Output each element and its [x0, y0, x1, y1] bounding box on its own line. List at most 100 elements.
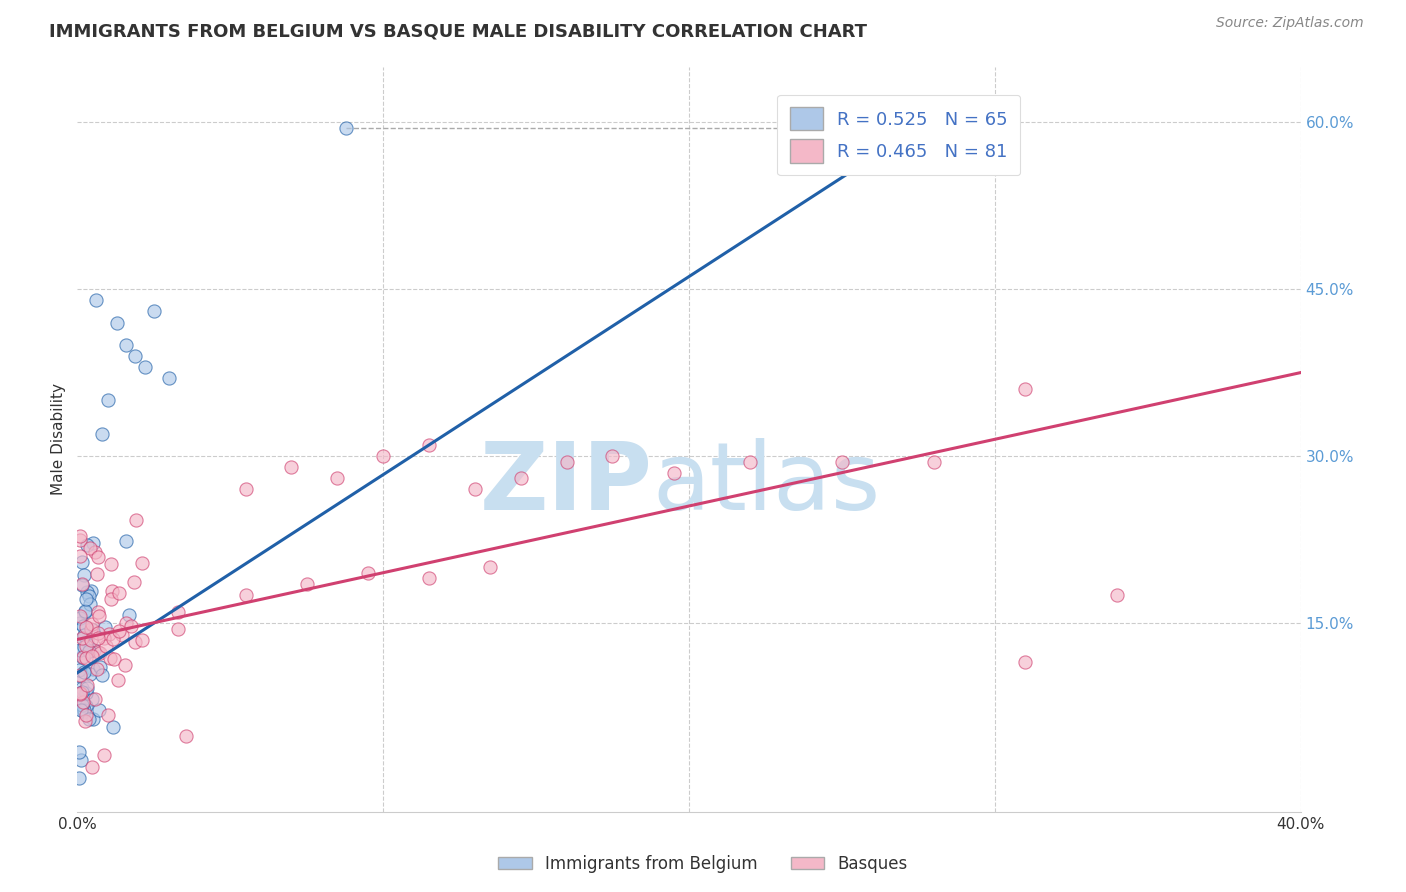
Point [100, 583, 122, 598]
Point [73, 568, 96, 582]
Point [662, 466, 685, 480]
Point [73, 714, 96, 728]
Point [79, 643, 101, 657]
Point [114, 533, 136, 548]
Point [235, 588, 257, 602]
Point [831, 454, 853, 468]
Point [67, 772, 90, 786]
Point [69, 615, 91, 630]
Point [87, 626, 110, 640]
Point [509, 471, 531, 485]
Point [115, 616, 138, 631]
Point [73, 697, 96, 711]
Point [80, 692, 103, 706]
Point [79, 541, 101, 555]
Point [70, 753, 93, 767]
Point [82, 712, 104, 726]
Point [72, 631, 94, 645]
Point [69, 608, 91, 623]
Point [82, 623, 104, 637]
Point [87, 609, 110, 624]
Point [134, 359, 156, 374]
Point [77, 589, 100, 603]
Point [1107, 588, 1129, 602]
Point [83, 642, 105, 657]
Point [124, 634, 146, 648]
Point [122, 574, 145, 589]
Point [70, 631, 93, 645]
Point [89, 647, 111, 661]
Point [326, 471, 349, 485]
Point [91, 668, 114, 682]
Point [79, 597, 101, 611]
Point [72, 650, 94, 665]
Point [76, 678, 98, 692]
Point [371, 449, 394, 463]
Point [96, 707, 118, 722]
Point [87, 631, 110, 645]
Point [73, 628, 96, 642]
Point [69, 686, 91, 700]
Point [86, 662, 108, 676]
Point [100, 558, 122, 572]
Point [100, 650, 122, 665]
Point [86, 605, 108, 619]
Point [107, 624, 129, 638]
Point [80, 617, 103, 632]
Point [76, 681, 98, 695]
Point [70, 703, 93, 717]
Point [479, 560, 502, 574]
Point [75, 604, 97, 618]
Point [75, 686, 97, 700]
Point [90, 426, 112, 441]
Point [602, 449, 624, 463]
Point [84, 691, 107, 706]
Point [70, 555, 93, 569]
Point [69, 533, 91, 547]
Point [69, 668, 91, 682]
Point [96, 639, 118, 653]
Point [82, 760, 104, 774]
Point [82, 536, 104, 550]
Point [75, 699, 97, 714]
Point [118, 607, 141, 622]
Point [80, 649, 103, 664]
Point [72, 706, 94, 720]
Point [131, 556, 153, 570]
Text: atlas: atlas [652, 438, 880, 530]
Point [335, 121, 357, 136]
Text: Source: ZipAtlas.com: Source: ZipAtlas.com [1216, 16, 1364, 30]
Point [73, 649, 96, 664]
Point [103, 652, 125, 666]
Point [72, 684, 94, 698]
Point [555, 454, 578, 468]
Point [1014, 655, 1036, 669]
Point [75, 620, 97, 634]
Point [124, 349, 146, 363]
Text: IMMIGRANTS FROM BELGIUM VS BASQUE MALE DISABILITY CORRELATION CHART: IMMIGRANTS FROM BELGIUM VS BASQUE MALE D… [49, 22, 868, 40]
Point [70, 577, 93, 591]
Point [84, 545, 107, 559]
Point [69, 643, 91, 657]
Point [922, 454, 945, 468]
Point [114, 658, 136, 673]
Point [82, 663, 104, 677]
Point [464, 483, 486, 497]
Point [72, 695, 94, 709]
Point [100, 591, 122, 606]
Point [93, 620, 115, 634]
Point [418, 571, 440, 585]
Point [73, 703, 96, 717]
Point [77, 712, 100, 726]
Point [75, 651, 97, 665]
Point [72, 618, 94, 632]
Point [166, 622, 188, 636]
Legend: Immigrants from Belgium, Basques: Immigrants from Belgium, Basques [492, 848, 914, 880]
Point [174, 729, 197, 743]
Point [69, 549, 91, 563]
Point [84, 293, 107, 308]
Point [93, 632, 115, 646]
Point [75, 605, 97, 619]
Point [105, 316, 128, 330]
Point [157, 371, 180, 385]
